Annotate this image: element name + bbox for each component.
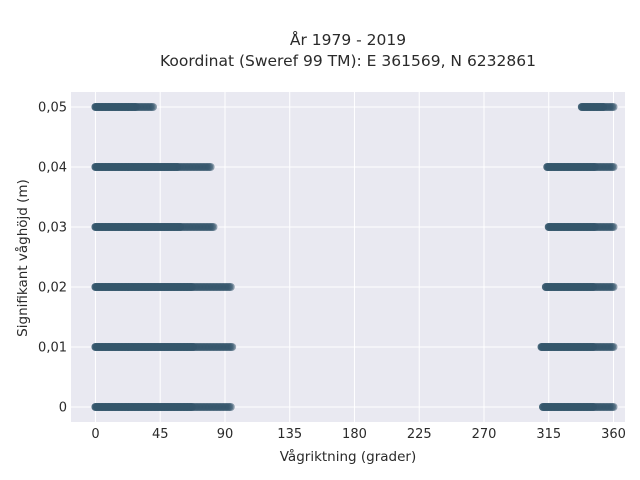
- data-point: [209, 223, 218, 231]
- data-point: [206, 163, 215, 171]
- chart-title-line-1: År 1979 - 2019: [290, 30, 406, 49]
- x-tick-label: 360: [601, 427, 626, 442]
- data-point: [609, 163, 618, 171]
- y-tick-label: 0,03: [38, 221, 67, 236]
- data-point: [226, 403, 235, 411]
- x-tick-label: 90: [217, 427, 234, 442]
- y-axis-label: Signifikant våghöjd (m): [14, 179, 31, 337]
- data-point: [228, 343, 237, 351]
- x-axis-label: Vågriktning (grader): [280, 448, 417, 465]
- x-tick-label: 315: [536, 427, 561, 442]
- y-tick-label: 0,01: [38, 341, 67, 356]
- plot-area: [71, 92, 625, 422]
- x-tick-label: 0: [91, 427, 99, 442]
- y-tick-label: 0,04: [38, 161, 67, 176]
- data-point: [609, 343, 618, 351]
- data-point: [609, 103, 618, 111]
- y-tick-label: 0,05: [38, 101, 67, 116]
- x-tick-label: 135: [277, 427, 302, 442]
- data-points: [91, 103, 618, 411]
- data-point: [609, 283, 618, 291]
- y-tick-label: 0: [59, 401, 67, 416]
- chart-title-line-2: Koordinat (Sweref 99 TM): E 361569, N 62…: [160, 52, 536, 70]
- x-tick-label: 180: [342, 427, 367, 442]
- x-tick-label: 270: [472, 427, 497, 442]
- data-point: [226, 283, 235, 291]
- y-tick-label: 0,02: [38, 281, 67, 296]
- x-tick-label: 225: [407, 427, 432, 442]
- data-point: [149, 103, 158, 111]
- x-tick-labels: 0 45 90 135 180 225 270 315 360: [91, 427, 626, 442]
- data-point: [609, 223, 618, 231]
- y-tick-labels: 0 0,01 0,02 0,03 0,04 0,05: [38, 101, 67, 416]
- x-tick-label: 45: [152, 427, 169, 442]
- data-point: [609, 403, 618, 411]
